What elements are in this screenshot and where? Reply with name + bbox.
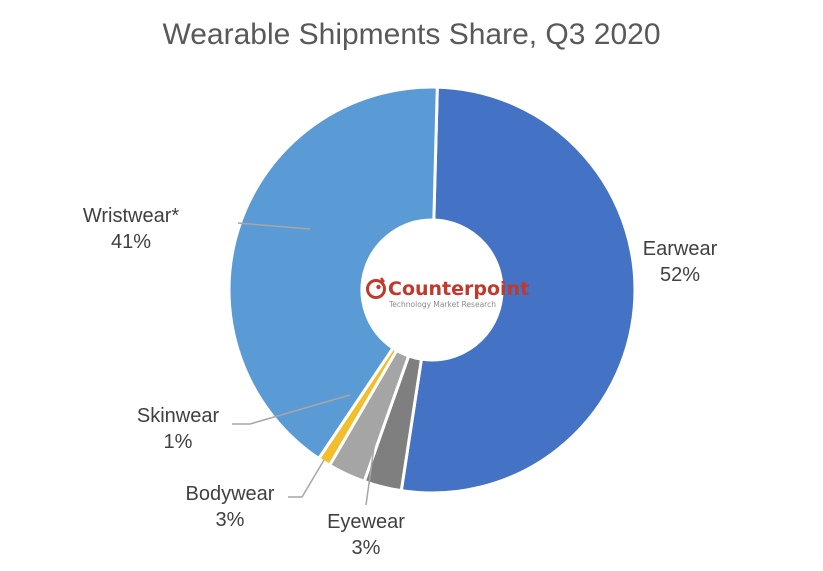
label-bodywear: Bodywear 3%: [185, 483, 275, 531]
leader-lines: [232, 222, 379, 506]
leader-line-wristwear: [237, 222, 311, 230]
leader-line-eyewear: [365, 417, 379, 506]
logo-tagline: Technology Market Research: [388, 300, 496, 309]
leader-line-skinwear: [232, 394, 351, 425]
chart-title: Wearable Shipments Share, Q3 2020: [162, 18, 661, 51]
logo-icon: [366, 279, 386, 299]
counterpoint-logo: Counterpoint Technology Market Research: [366, 277, 529, 309]
label-eyewear: Eyewear 3%: [327, 511, 405, 559]
label-wristwear: Wristwear* 41%: [82, 205, 180, 253]
label-earwear: Earwear 52%: [642, 238, 718, 286]
logo-brand: Counterpoint: [388, 278, 529, 300]
donut-hole: [362, 220, 502, 360]
label-skinwear: Skinwear 1%: [136, 405, 220, 453]
leader-line-bodywear: [288, 459, 325, 498]
